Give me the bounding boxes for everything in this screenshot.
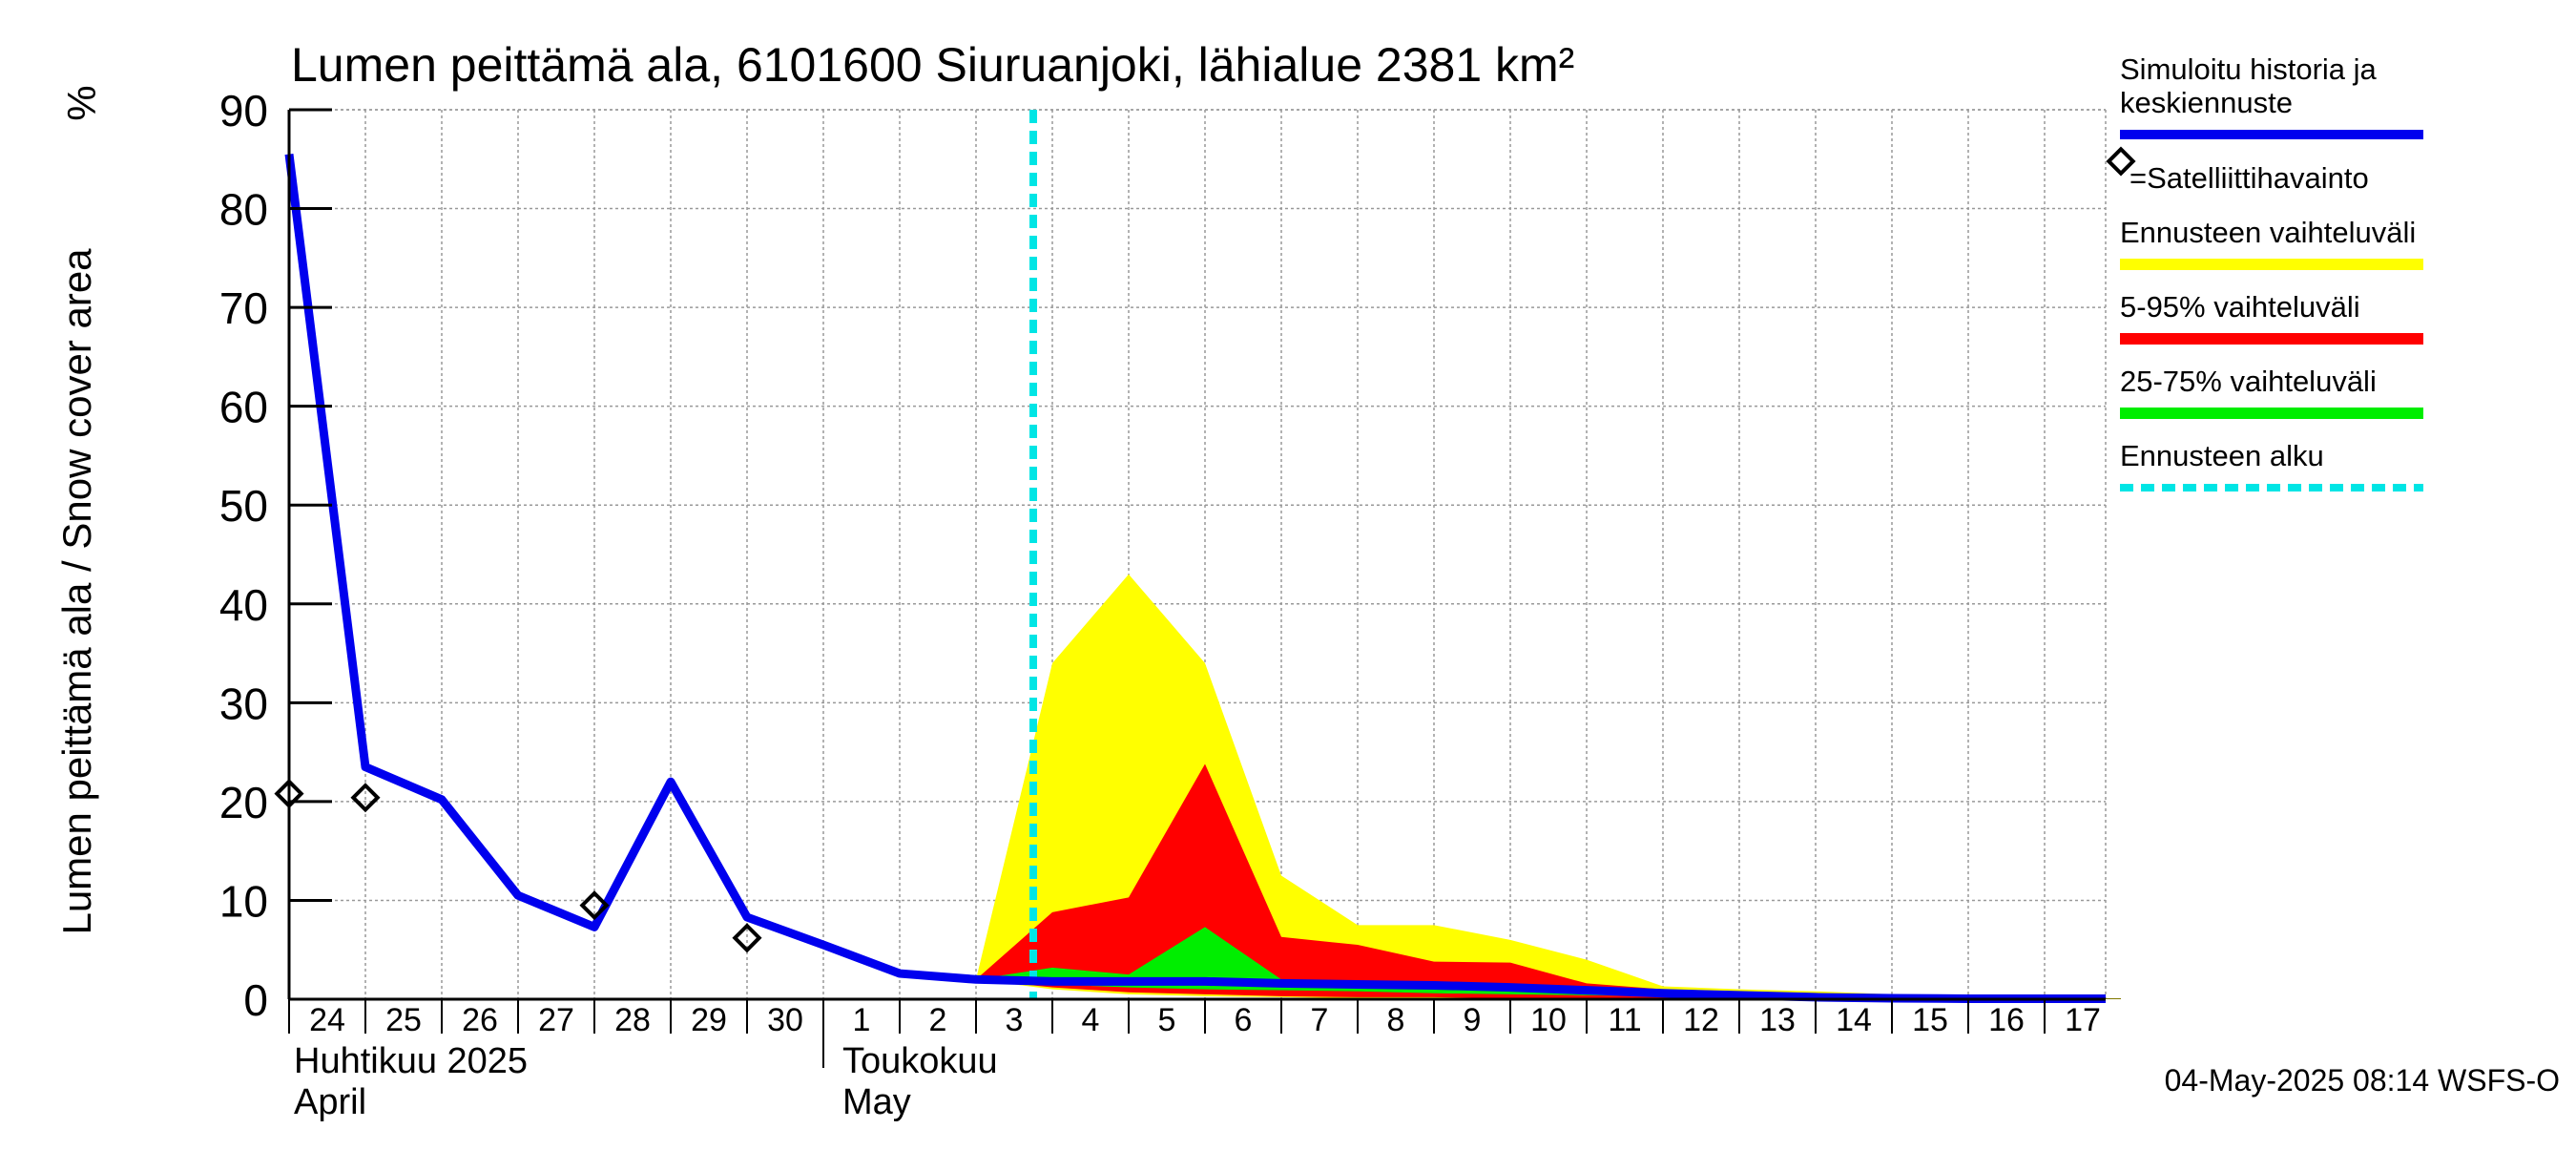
x-tick-label: 29	[691, 1002, 727, 1038]
x-tick-label: 25	[385, 1002, 422, 1038]
x-tick-label: 6	[1235, 1002, 1253, 1038]
y-tick-label: 50	[219, 481, 268, 531]
x-tick-label: 11	[1608, 1002, 1641, 1038]
x-tick-label: 28	[614, 1002, 651, 1038]
month-label-fi: Toukokuu	[842, 1041, 998, 1081]
x-tick-label: 24	[309, 1002, 345, 1038]
x-tick-label: 7	[1311, 1002, 1329, 1038]
x-tick-label: 17	[2065, 1002, 2101, 1038]
legend-history-label-line1: Simuloitu historia ja	[2120, 52, 2378, 86]
y-tick-label: 20	[219, 778, 268, 827]
footer-timestamp: 04-May-2025 08:14 WSFS-O	[2165, 1063, 2560, 1098]
x-tick-label: 27	[538, 1002, 574, 1038]
month-label-en: April	[294, 1082, 366, 1122]
satellite-marker	[350, 783, 381, 813]
legend-satellite-marker	[2106, 146, 2136, 177]
x-tick-label: 3	[1006, 1002, 1024, 1038]
x-tick-label: 16	[1988, 1002, 2025, 1038]
y-axis-label: Lumen peittämä ala / Snow cover area	[54, 248, 99, 935]
legend: Simuloitu historia ja keskiennuste =Sate…	[2106, 52, 2423, 491]
x-tick-label: 30	[767, 1002, 803, 1038]
x-tick-label: 14	[1836, 1002, 1872, 1038]
x-tick-label: 1	[853, 1002, 871, 1038]
satellite-marker	[274, 779, 304, 809]
y-axis-unit: %	[59, 85, 104, 120]
month-label-fi: Huhtikuu 2025	[294, 1041, 528, 1081]
y-tick-label: 40	[219, 580, 268, 630]
legend-history-label-line2: keskiennuste	[2120, 86, 2293, 119]
x-tick-label: 2	[929, 1002, 947, 1038]
legend-satellite-label: =Satelliittihavainto	[2129, 161, 2369, 195]
legend-range-label: Ennusteen vaihteluväli	[2120, 216, 2416, 249]
x-tick-label: 9	[1464, 1002, 1482, 1038]
forecast-range-band	[976, 574, 2121, 999]
month-label-en: May	[842, 1082, 911, 1122]
x-tick-label: 4	[1082, 1002, 1100, 1038]
x-tick-label: 10	[1530, 1002, 1567, 1038]
y-tick-label: 60	[219, 383, 268, 432]
y-tick-label: 90	[219, 86, 268, 136]
line-layer	[274, 110, 2106, 1003]
satellite-marker	[732, 923, 762, 953]
legend-p25-75-label: 25-75% vaihteluväli	[2120, 365, 2377, 398]
x-tick-label: 12	[1683, 1002, 1719, 1038]
y-tick-label: 30	[219, 679, 268, 728]
grid-layer	[289, 109, 2107, 999]
x-tick-label: 5	[1158, 1002, 1176, 1038]
x-tick-label: 15	[1912, 1002, 1948, 1038]
x-tick-label: 8	[1387, 1002, 1405, 1038]
chart-title: Lumen peittämä ala, 6101600 Siuruanjoki,…	[291, 38, 1574, 92]
y-tick-label: 80	[219, 185, 268, 235]
legend-forecast-start-label: Ennusteen alku	[2120, 439, 2324, 472]
x-tick-label: 13	[1759, 1002, 1796, 1038]
y-tick-label: 0	[243, 975, 268, 1025]
history-line	[284, 154, 2106, 1003]
y-tick-label: 10	[219, 876, 268, 926]
x-tick-label: 26	[462, 1002, 498, 1038]
y-tick-label: 70	[219, 283, 268, 333]
satellite-marker	[579, 890, 610, 921]
legend-p5-95-label: 5-95% vaihteluväli	[2120, 290, 2360, 324]
p5-95-band	[976, 763, 2121, 999]
